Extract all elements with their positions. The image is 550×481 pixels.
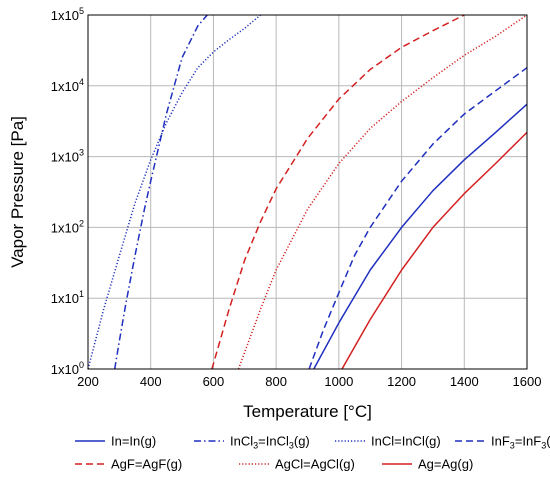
y-tick-label: 1x104 [51, 77, 84, 94]
x-axis-label: Temperature [°C] [243, 402, 372, 421]
x-tick-labels: 200 400 600 800 1000 1200 1400 1600 [77, 374, 541, 389]
series-line-2 [113, 14, 208, 370]
legend-label: Ag=Ag(g) [418, 457, 473, 472]
legend-label: InCl=InCl(g) [371, 434, 441, 449]
legend-label: AgF=AgF(g) [111, 457, 182, 472]
grid-lines [87, 14, 528, 370]
x-tick-label: 1200 [387, 374, 416, 389]
series-lines [87, 14, 528, 370]
x-tick-label: 1400 [450, 374, 479, 389]
series-line-4 [308, 67, 528, 370]
legend-label: InCl3=InCl3(g) [230, 434, 310, 451]
series-line-3 [87, 14, 261, 370]
series-line-6 [237, 14, 528, 370]
legend: In=In(g) InCl3=InCl3(g) InCl=InCl(g) InF3=I… [75, 434, 550, 472]
y-axis-label: Vapor Pressure [Pa] [8, 116, 27, 268]
series-line-7 [341, 131, 528, 370]
x-tick-label: 400 [140, 374, 162, 389]
x-tick-label: 1600 [513, 374, 542, 389]
x-tick-label: 800 [265, 374, 287, 389]
legend-label: In=In(g) [111, 434, 156, 449]
y-tick-label: 1x102 [51, 218, 84, 235]
y-tick-label: 1x103 [51, 148, 84, 165]
y-tick-labels: 1x100 1x101 1x102 1x103 1x104 1x105 [51, 6, 84, 377]
x-tick-label: 1000 [324, 374, 353, 389]
plot-frame [87, 14, 528, 370]
y-tick-label: 1x100 [51, 360, 84, 377]
x-tick-label: 600 [203, 374, 225, 389]
legend-label: InF3=InF3(g) [491, 434, 550, 451]
x-tick-label: 200 [77, 374, 99, 389]
y-tick-label: 1x101 [51, 289, 84, 306]
y-tick-label: 1x105 [51, 6, 84, 23]
series-line-5 [211, 14, 465, 370]
legend-label: AgCl=AgCl(g) [275, 457, 355, 472]
series-line-1 [313, 103, 528, 370]
